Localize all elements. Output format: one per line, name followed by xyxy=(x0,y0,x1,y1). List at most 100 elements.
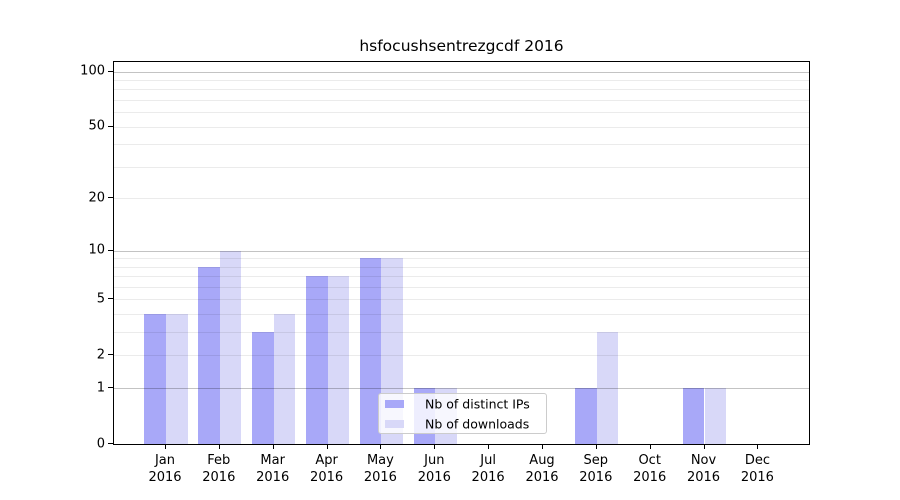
year-label: 2016 xyxy=(471,470,505,485)
year-label: 2016 xyxy=(363,470,397,485)
legend-swatch-downloads xyxy=(385,420,404,428)
legend-swatch-distinct-ips xyxy=(385,400,404,408)
year-label: 2016 xyxy=(686,470,721,485)
y-tick-label-20: 20 xyxy=(88,190,105,206)
legend: Nb of distinct IPs Nb of downloads xyxy=(378,393,547,434)
month-label: Mar xyxy=(260,453,285,468)
legend-label: Nb of downloads xyxy=(425,416,530,432)
y-tick-label-2: 2 xyxy=(96,347,105,363)
year-label: 2016 xyxy=(310,470,344,485)
y-tick-mark-50 xyxy=(108,125,113,127)
x-tick-label-oct: Oct 2016 xyxy=(620,452,680,486)
major-gridline-100 xyxy=(114,71,809,73)
bar-distinct-ips-mar xyxy=(252,332,274,444)
bar-downloads-sep xyxy=(596,332,619,444)
month-label: Dec xyxy=(744,453,770,468)
minor-gridline-9 xyxy=(114,258,809,260)
x-tick-label-aug: Aug 2016 xyxy=(512,452,572,486)
x-tick-mark-nov xyxy=(703,445,705,449)
y-tick-mark-20 xyxy=(108,197,113,199)
minor-gridline-40 xyxy=(114,144,809,146)
y-tick-label-0: 0 xyxy=(96,436,105,451)
month-label: Jul xyxy=(480,453,496,468)
minor-gridline-7 xyxy=(114,276,809,278)
y-tick-label-5: 5 xyxy=(96,291,105,307)
bar-distinct-ips-jan xyxy=(144,314,166,444)
month-label: Aug xyxy=(529,453,555,468)
minor-gridline-3 xyxy=(114,332,809,334)
y-tick-label-50: 50 xyxy=(88,118,105,134)
year-label: 2016 xyxy=(579,470,613,485)
bar-downloads-apr xyxy=(327,276,350,444)
legend-item-downloads: Nb of downloads xyxy=(379,414,546,434)
x-tick-mark-dec xyxy=(757,445,759,449)
x-tick-label-sep: Sep 2016 xyxy=(566,452,626,486)
minor-gridline-8 xyxy=(114,266,809,268)
bar-distinct-ips-sep xyxy=(575,388,597,444)
minor-gridline-60 xyxy=(114,112,809,114)
x-tick-mark-feb xyxy=(218,445,220,449)
x-tick-label-mar: Mar 2016 xyxy=(243,452,303,486)
major-gridline-10 xyxy=(114,250,809,252)
y-tick-mark-0 xyxy=(108,443,113,444)
chart-title: hsfocushsentrezgcdf 2016 xyxy=(359,37,564,55)
year-label: 2016 xyxy=(740,470,774,485)
month-label: May xyxy=(366,453,394,468)
month-label: Oct xyxy=(638,453,661,468)
y-tick-label-100: 100 xyxy=(80,63,105,79)
y-tick-label-10: 10 xyxy=(88,242,105,258)
minor-gridline-6 xyxy=(114,286,809,288)
x-tick-mark-jan xyxy=(165,445,166,449)
minor-gridline-70 xyxy=(114,99,809,101)
x-tick-mark-sep xyxy=(595,445,597,449)
x-tick-mark-may xyxy=(380,445,382,449)
month-label: Jun xyxy=(424,453,445,468)
minor-gridline-4 xyxy=(114,314,809,316)
month-label: Nov xyxy=(690,453,717,468)
bar-distinct-ips-apr xyxy=(305,276,328,444)
year-label: 2016 xyxy=(148,470,182,485)
x-tick-mark-mar xyxy=(272,445,274,449)
minor-gridline-30 xyxy=(114,166,809,168)
legend-label: Nb of distinct IPs xyxy=(425,396,530,412)
x-tick-mark-jun xyxy=(434,445,436,449)
month-label: Apr xyxy=(315,453,338,468)
x-tick-label-apr: Apr 2016 xyxy=(297,452,357,486)
x-tick-mark-jul xyxy=(488,445,490,449)
minor-gridline-2 xyxy=(114,355,809,357)
month-label: Jan xyxy=(154,453,176,468)
minor-gridline-50 xyxy=(114,126,809,128)
y-tick-mark-100 xyxy=(108,70,113,72)
y-tick-mark-1 xyxy=(108,387,113,389)
x-tick-label-dec: Dec 2016 xyxy=(727,452,787,486)
bar-downloads-jan xyxy=(166,314,188,444)
year-label: 2016 xyxy=(525,470,559,485)
y-tick-mark-2 xyxy=(108,354,113,356)
month-label: Feb xyxy=(207,453,231,468)
year-label: 2016 xyxy=(417,470,451,485)
major-gridline-1 xyxy=(114,388,809,390)
y-tick-mark-10 xyxy=(108,249,113,251)
y-tick-label-1: 1 xyxy=(96,380,105,396)
year-label: 2016 xyxy=(633,470,667,485)
bar-downloads-feb xyxy=(219,250,242,444)
minor-gridline-5 xyxy=(114,299,809,301)
x-tick-label-jul: Jul 2016 xyxy=(458,452,518,486)
bar-distinct-ips-may xyxy=(359,258,382,444)
year-label: 2016 xyxy=(256,470,290,485)
x-tick-mark-aug xyxy=(542,445,543,449)
bar-downloads-nov xyxy=(704,388,727,444)
y-tick-mark-5 xyxy=(108,298,113,300)
x-tick-label-may: May 2016 xyxy=(350,452,410,486)
bar-downloads-mar xyxy=(273,314,296,444)
bar-distinct-ips-nov xyxy=(682,388,705,444)
year-label: 2016 xyxy=(202,470,236,485)
x-tick-label-jun: Jun 2016 xyxy=(404,452,464,486)
bar-distinct-ips-feb xyxy=(198,266,220,444)
x-tick-label-jan: Jan 2016 xyxy=(135,452,195,486)
minor-gridline-20 xyxy=(114,198,809,200)
minor-gridline-90 xyxy=(114,79,809,81)
plot-area xyxy=(113,61,810,445)
x-tick-label-nov: Nov 2016 xyxy=(674,452,734,486)
